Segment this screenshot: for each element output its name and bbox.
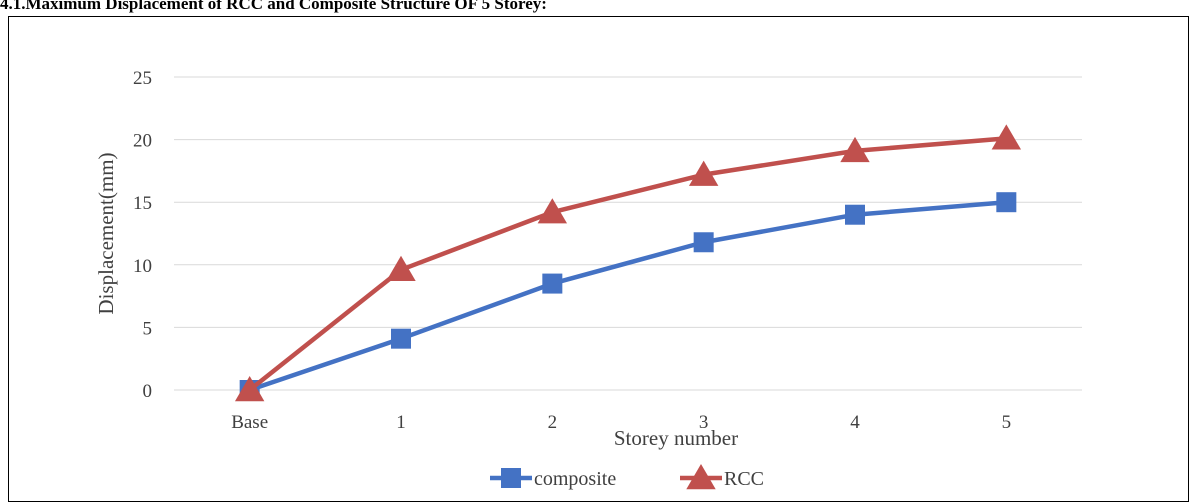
y-tick-label: 20 <box>133 131 152 152</box>
x-tick-label: 2 <box>548 412 558 433</box>
data-point-marker <box>386 255 416 282</box>
x-tick-label: 1 <box>396 412 406 433</box>
series-composite <box>239 192 1017 400</box>
chart-frame <box>8 16 1189 502</box>
legend-item-composite: composite <box>490 468 616 490</box>
page-title: 4.1.Maximum Displacement of RCC and Comp… <box>0 0 547 13</box>
legend: composite RCC <box>490 464 764 490</box>
x-axis-title: Storey number <box>614 426 738 450</box>
x-tick-label: 3 <box>699 412 709 433</box>
legend-label: RCC <box>724 468 764 490</box>
data-point-marker <box>693 232 714 253</box>
data-point-marker <box>845 204 865 225</box>
x-tick-label: 5 <box>1002 412 1012 433</box>
data-point-marker <box>991 124 1022 150</box>
y-tick-label: 0 <box>143 381 153 402</box>
x-tick-labels: Base 1 2 3 4 5 <box>231 412 1011 433</box>
data-point-marker <box>688 160 719 186</box>
series-line <box>248 136 1007 392</box>
data-point-marker <box>391 328 411 349</box>
y-axis-title: Displacement(mm) <box>94 152 118 314</box>
series-RCC <box>234 124 1022 402</box>
legend-label: composite <box>534 468 616 490</box>
data-point-marker <box>840 136 870 163</box>
legend-swatch-marker <box>501 468 521 488</box>
series-line <box>248 199 1007 393</box>
y-tick-label: 5 <box>143 318 153 339</box>
data-point-marker <box>234 376 265 402</box>
data-point-marker <box>996 192 1017 213</box>
x-tick-label: 4 <box>850 412 860 433</box>
legend-item-RCC: RCC <box>680 464 764 490</box>
y-tick-labels: 0 5 10 15 20 25 <box>133 68 152 402</box>
x-tick-label: Base <box>231 412 268 433</box>
y-tick-label: 15 <box>133 193 152 214</box>
y-tick-label: 10 <box>133 256 152 277</box>
series-lines <box>234 124 1022 402</box>
legend-swatch-marker <box>686 464 716 490</box>
data-point-marker <box>542 273 563 294</box>
y-tick-label: 25 <box>133 68 152 89</box>
data-point-marker <box>537 198 568 224</box>
